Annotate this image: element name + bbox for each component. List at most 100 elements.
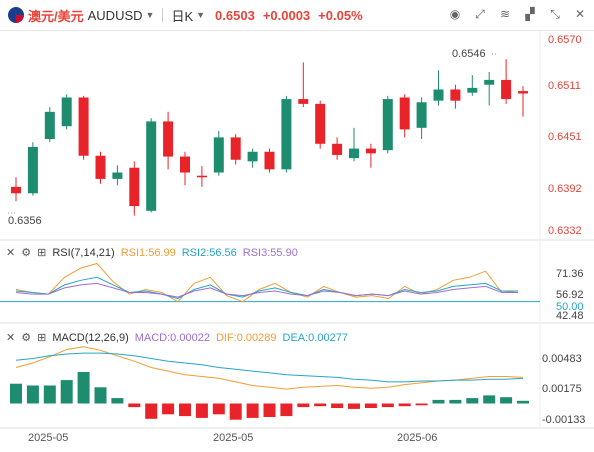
rsi-axis-label: 71.36 — [556, 268, 584, 280]
close-icon[interactable]: ✕ — [6, 332, 16, 344]
macd-bar — [10, 383, 22, 404]
date-label: 2025-05 — [213, 432, 254, 444]
macd-bar — [246, 403, 259, 418]
indicator-icon[interactable]: ≋ — [499, 7, 511, 21]
macd-bar — [145, 403, 158, 419]
rsi-axis-label: 56.92 — [556, 289, 584, 301]
macd-bar — [381, 403, 394, 408]
expand-icon[interactable]: ⤡ — [550, 7, 560, 21]
candle-body — [213, 137, 224, 173]
candle-body — [501, 79, 512, 100]
toolbar: ◉ ⤢ ≋ ▞ ⤡ ✕ — [447, 6, 588, 22]
candle-body — [112, 172, 123, 179]
macd-axis-label: -0.00133 — [542, 414, 586, 426]
macd-bar — [432, 399, 445, 404]
candle-body — [467, 87, 478, 93]
candle-body — [163, 121, 174, 157]
pair-code[interactable]: AUDUSD — [87, 7, 143, 23]
candle-body — [44, 111, 55, 139]
dea-value: DEA:0.00277 — [282, 331, 348, 344]
au-flag-icon — [8, 7, 24, 23]
candle-body — [349, 148, 359, 159]
dea-line — [15, 352, 524, 383]
close-icon[interactable]: ✕ — [6, 247, 16, 259]
candle-body — [416, 102, 427, 128]
rsi-name: RSI(7,14,21) — [52, 246, 115, 259]
macd-axis-label: 0.00175 — [542, 383, 582, 395]
candle-body — [518, 91, 528, 94]
candle-body — [332, 143, 343, 155]
macd-bar — [466, 398, 479, 404]
settings-icon[interactable]: ⚙ — [21, 247, 32, 259]
macd-bar — [314, 403, 327, 407]
macd-bar — [212, 403, 225, 415]
macd-name: MACD(12,26,9) — [52, 331, 129, 344]
rsi2-line — [15, 276, 518, 300]
candle-body — [247, 151, 258, 162]
macd-bar — [179, 403, 191, 417]
chart-header: 澳元/美元 AUDUSD ▼ 日K ▼ 0.6503 +0.0003 +0.05… — [0, 0, 594, 31]
candle-body — [484, 79, 495, 85]
candle-body — [95, 155, 106, 179]
macd-bar — [331, 403, 344, 408]
candle-body — [450, 89, 461, 101]
candle-body — [78, 97, 89, 156]
expand-icon[interactable]: ⊞ — [37, 332, 47, 344]
macd-bar — [364, 403, 377, 408]
date-label: 2025-06 — [397, 432, 438, 444]
candle-body — [196, 175, 207, 178]
macd-bar — [77, 372, 90, 404]
price-axis-label: 0.6451 — [548, 131, 582, 143]
price-axis-label: 0.6511 — [548, 80, 581, 92]
macd-value: MACD:0.00022 — [134, 331, 210, 344]
macd-bar — [60, 380, 73, 404]
candle-body — [146, 121, 157, 211]
candle-body — [382, 99, 393, 151]
rsi-axis-label: 50.00 — [556, 301, 584, 313]
pair-dropdown-icon[interactable]: ▼ — [145, 10, 155, 20]
macd-bar — [94, 387, 107, 404]
candle-body — [230, 137, 241, 160]
macd-bar — [483, 395, 496, 404]
period-dropdown-icon[interactable]: ▼ — [196, 10, 206, 20]
draw-icon[interactable]: ▞ — [525, 7, 535, 21]
macd-bar — [263, 403, 276, 417]
divider — [162, 8, 164, 22]
chart-type-icon[interactable]: ⤢ — [475, 7, 485, 21]
price-axis-label: 0.6392 — [548, 183, 582, 195]
macd-bar — [195, 403, 208, 418]
macd-bar — [348, 403, 360, 409]
period-selector[interactable]: 日K — [171, 8, 194, 24]
close-icon[interactable]: ✕ — [574, 7, 586, 21]
rsi1-value: RSI1:56.99 — [120, 246, 176, 259]
date-label: 2025-05 — [28, 432, 69, 444]
rsi3-value: RSI3:55.90 — [242, 246, 298, 259]
macd-bar — [398, 403, 411, 407]
pair-name[interactable]: 澳元/美元 — [28, 8, 84, 24]
macd-bar — [229, 403, 242, 420]
macd-bar — [162, 403, 175, 415]
price-change-pct: +0.05% — [318, 7, 363, 23]
candle-body — [264, 151, 275, 170]
expand-icon[interactable]: ⊞ — [37, 247, 47, 259]
macd-bar — [297, 403, 310, 408]
rsi2-value: RSI2:56.56 — [181, 246, 237, 259]
macd-axis-label: 0.00483 — [542, 353, 582, 365]
candle-body — [315, 103, 326, 144]
candle-body — [180, 156, 190, 173]
candle-body — [298, 99, 309, 104]
candle-body — [281, 99, 292, 170]
candle-body — [27, 146, 38, 194]
candle-body — [433, 89, 444, 101]
price-axis-label: 0.6332 — [548, 225, 582, 237]
eye-icon[interactable]: ◉ — [449, 7, 461, 21]
rsi-legend: ✕ ⚙ ⊞ RSI(7,14,21) RSI1:56.99 RSI2:56.56… — [6, 246, 298, 260]
last-price: 0.6503 — [215, 7, 255, 23]
candle-body — [11, 186, 21, 194]
min-price-label: 0.6356 — [8, 215, 42, 227]
price-axis-label: 0.6570 — [548, 34, 582, 46]
rsi3-line — [15, 282, 518, 298]
settings-icon[interactable]: ⚙ — [21, 332, 32, 344]
candle-body — [365, 148, 376, 154]
